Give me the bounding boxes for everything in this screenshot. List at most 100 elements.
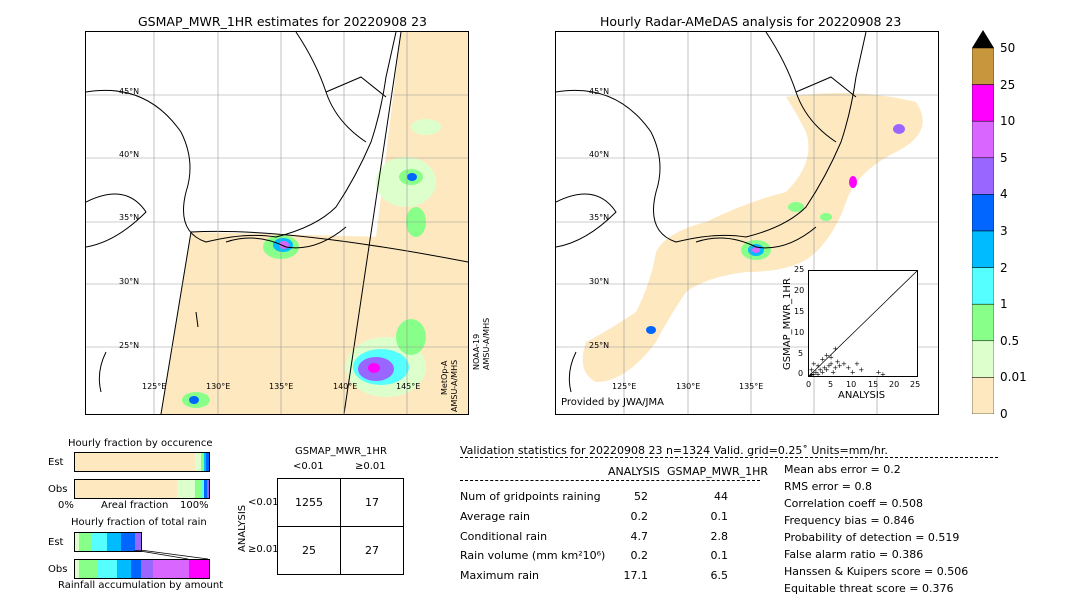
scatter-point: + bbox=[815, 370, 821, 376]
rain-bar-connector bbox=[133, 550, 209, 560]
occ-label-obs: Obs bbox=[48, 484, 68, 495]
score-line: Probability of detection = 0.519 bbox=[784, 531, 960, 544]
scatter-ytick: 0 bbox=[798, 369, 804, 378]
contingency-col-ge: ≥0.01 bbox=[355, 461, 386, 472]
scatter-point: + bbox=[813, 368, 819, 376]
scatter-point: + bbox=[809, 366, 815, 374]
left-lat-label: 45°N bbox=[119, 87, 140, 96]
left-lon-label: 125°E bbox=[142, 382, 167, 391]
validation-header: Validation statistics for 20220908 23 n=… bbox=[460, 444, 888, 457]
scatter-diagonal bbox=[808, 270, 918, 377]
validation-row-b: 2.8 bbox=[710, 530, 729, 543]
contingency-row-label: ANALYSIS bbox=[237, 504, 248, 552]
scatter-xlabel: ANALYSIS bbox=[838, 390, 886, 401]
validation-divider bbox=[460, 457, 998, 458]
right-map-title: Hourly Radar-AMeDAS analysis for 2022090… bbox=[600, 14, 902, 29]
left-lat-label: 30°N bbox=[119, 277, 140, 286]
colorbar-label: 0.01 bbox=[1000, 370, 1027, 385]
occ-xlabel-left: 0% bbox=[58, 500, 74, 511]
scatter-ytick: 15 bbox=[794, 307, 805, 316]
scatter-point: + bbox=[837, 362, 843, 370]
score-line: False alarm ratio = 0.386 bbox=[784, 548, 924, 561]
scatter-ytick: 25 bbox=[794, 265, 805, 274]
right-lat-label: 35°N bbox=[589, 213, 610, 222]
colorbar-canvas bbox=[971, 30, 995, 415]
scatter-point: + bbox=[858, 366, 864, 374]
colorbar-label: 1 bbox=[1000, 297, 1008, 312]
sat-label: MetOp-A bbox=[440, 360, 449, 395]
scatter-plot: +++++++++++++++++++++++++++++ bbox=[807, 270, 918, 380]
colorbar-segment bbox=[971, 377, 995, 415]
scatter-point: + bbox=[830, 368, 836, 376]
scatter-ytick: 5 bbox=[798, 349, 804, 358]
scatter-point: + bbox=[832, 345, 838, 353]
occ-xlabel-mid: Areal fraction bbox=[101, 500, 169, 511]
validation-row-b: 0.1 bbox=[710, 510, 729, 523]
sat-label: AMSU-A/MHS bbox=[450, 359, 459, 412]
colorbar-segment bbox=[971, 47, 995, 85]
left-lon-label: 145°E bbox=[396, 382, 421, 391]
validation-row-a: 0.2 bbox=[630, 549, 649, 562]
right-lat-label: 45°N bbox=[589, 87, 610, 96]
scatter-point: + bbox=[880, 370, 886, 376]
colorbar-segment bbox=[971, 157, 995, 195]
validation-row-label: Conditional rain bbox=[460, 530, 548, 543]
scatter-point: + bbox=[876, 368, 882, 376]
validation-row-a: 52 bbox=[634, 490, 648, 503]
colorbar-label: 4 bbox=[1000, 187, 1008, 202]
left-lon-label: 135°E bbox=[269, 382, 294, 391]
sat-label: AMSU-A/MHS bbox=[482, 317, 491, 370]
scatter-point: + bbox=[811, 360, 817, 368]
rain-xlabel: Rainfall accumulation by amount bbox=[58, 580, 224, 591]
colorbar-segment bbox=[971, 120, 995, 159]
left-lon-label: 130°E bbox=[206, 382, 231, 391]
scatter-ytick: 10 bbox=[794, 328, 805, 337]
score-line: Correlation coeff = 0.508 bbox=[784, 497, 923, 510]
contingency-cell: 1255 bbox=[277, 478, 341, 527]
scatter-point: + bbox=[850, 368, 856, 376]
colorbar bbox=[971, 30, 995, 415]
colorbar-label: 0.5 bbox=[1000, 333, 1020, 348]
colorbar-label: 2 bbox=[1000, 260, 1008, 275]
scatter-point: + bbox=[841, 360, 847, 368]
scatter-point: + bbox=[854, 360, 860, 368]
score-line: Equitable threat score = 0.376 bbox=[784, 582, 954, 595]
score-line: RMS error = 0.8 bbox=[784, 480, 872, 493]
validation-row-label: Average rain bbox=[460, 510, 530, 523]
score-line: Hanssen & Kuipers score = 0.506 bbox=[784, 565, 969, 578]
provided-by-label: Provided by JWA/JMA bbox=[561, 397, 664, 408]
scatter-point: + bbox=[826, 362, 832, 370]
scatter-point: + bbox=[832, 364, 838, 372]
colorbar-segment bbox=[971, 340, 995, 378]
contingency-table: 1255 17 25 27 bbox=[277, 478, 404, 575]
rain-fraction-title: Hourly fraction of total rain bbox=[71, 517, 207, 528]
colorbar-label: 50 bbox=[1000, 41, 1016, 55]
scatter-xtick: 25 bbox=[910, 380, 921, 389]
colorbar-label: 0 bbox=[1000, 407, 1008, 421]
occurrence-title: Hourly fraction by occurence bbox=[68, 438, 213, 449]
scatter-point: + bbox=[815, 362, 821, 370]
colorbar-label: 3 bbox=[1000, 224, 1008, 238]
scatter-xtick: 20 bbox=[889, 380, 900, 389]
contingency-cell: 25 bbox=[277, 526, 341, 575]
validation-row-label: Num of gridpoints raining bbox=[460, 490, 601, 503]
scatter-xtick: 5 bbox=[828, 380, 834, 389]
scatter-point: + bbox=[819, 368, 825, 376]
scatter-canvas: +++++++++++++++++++++++++++++ bbox=[807, 270, 918, 380]
right-lat-label: 30°N bbox=[589, 277, 610, 286]
validation-divider-2 bbox=[460, 480, 760, 481]
right-map-canvas bbox=[556, 32, 938, 414]
colorbar-segment bbox=[971, 84, 995, 122]
scatter-xtick: 15 bbox=[868, 380, 879, 389]
colorbar-segment bbox=[971, 267, 995, 305]
right-lat-label: 25°N bbox=[589, 341, 610, 350]
occ-xlabel-right: 100% bbox=[180, 500, 209, 511]
sat-label: NOAA-19 bbox=[472, 333, 481, 370]
contingency-title: GSMAP_MWR_1HR bbox=[295, 446, 387, 457]
scatter-point: + bbox=[824, 366, 830, 374]
scatter-point: + bbox=[822, 364, 828, 372]
colorbar-label: 5 bbox=[1000, 150, 1008, 165]
left-map bbox=[85, 31, 469, 415]
scatter-ytick: 20 bbox=[794, 286, 805, 295]
scatter-point: + bbox=[824, 352, 830, 360]
